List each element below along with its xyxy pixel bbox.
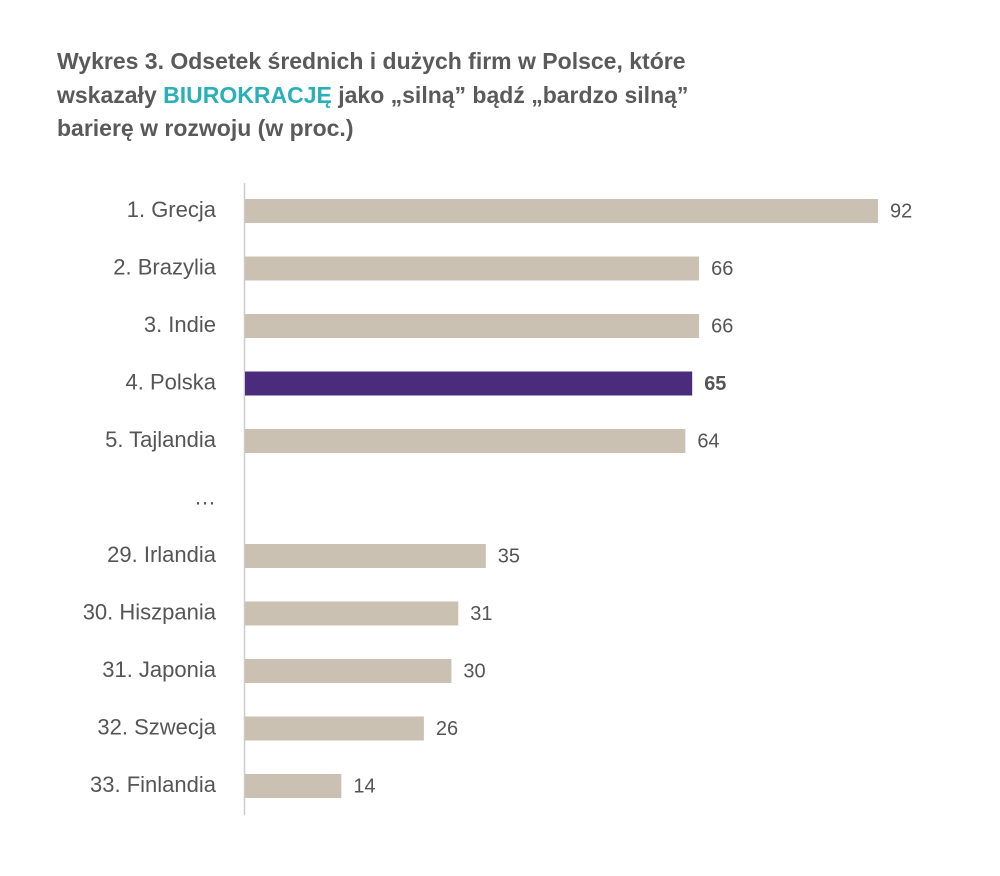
value-label: 14 <box>353 775 375 797</box>
bar <box>245 774 342 798</box>
category-label: 2. Brazylia <box>113 254 216 279</box>
chart-title: Wykres 3. Odsetek średnich i dużych firm… <box>57 48 685 74</box>
category-label: 1. Grecja <box>127 197 217 222</box>
category-label: 5. Tajlandia <box>105 427 217 452</box>
category-label: 33. Finlandia <box>90 772 217 797</box>
chart-title: wskazały BIUROKRACJĘ jako „silną” bądź „… <box>56 82 688 108</box>
bar <box>245 544 486 568</box>
category-label: 31. Japonia <box>102 657 217 682</box>
category-label: 4. Polska <box>126 369 217 394</box>
value-label: 66 <box>711 315 733 337</box>
value-label: 30 <box>463 660 485 682</box>
bar <box>245 314 700 338</box>
category-label: 29. Irlandia <box>107 542 217 567</box>
title-part: wskazały <box>56 82 157 108</box>
category-label: 30. Hiszpania <box>83 599 217 624</box>
bar <box>245 256 700 281</box>
value-label: 64 <box>697 430 719 452</box>
bar <box>245 659 452 683</box>
bar <box>245 371 693 396</box>
title-highlight: BIUROKRACJĘ <box>163 82 332 108</box>
category-label: … <box>194 484 216 509</box>
bar <box>245 716 424 741</box>
value-label: 31 <box>470 603 492 625</box>
value-label: 66 <box>711 258 733 280</box>
title-part: jako „silną” bądź „bardzo silną” <box>337 82 688 108</box>
bar <box>245 601 459 626</box>
bar <box>245 199 878 223</box>
value-label: 92 <box>890 200 912 222</box>
value-label: 65 <box>704 373 726 395</box>
category-label: 3. Indie <box>144 312 216 337</box>
value-label: 26 <box>436 718 458 740</box>
bar <box>245 429 686 453</box>
category-label: 32. Szwecja <box>97 714 216 739</box>
value-label: 35 <box>498 545 520 567</box>
chart-title: barierę w rozwoju (w proc.) <box>57 115 353 141</box>
